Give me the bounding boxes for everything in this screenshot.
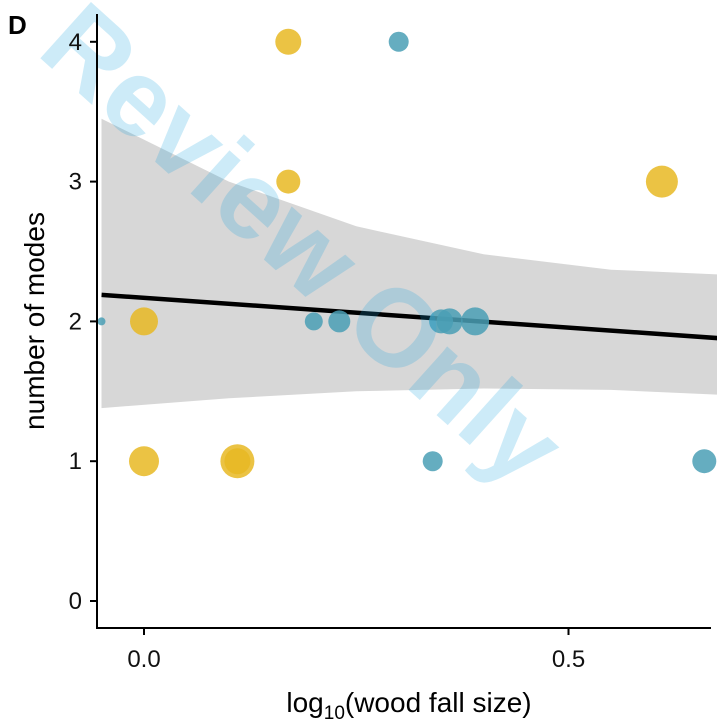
confidence-band-layer [101,118,717,409]
regression-line [101,292,717,341]
data-point [130,307,158,336]
fit-line-layer [101,292,717,341]
data-point [422,451,443,472]
confidence-band [101,118,717,409]
data-point [692,449,717,474]
y-tick-label: 1 [69,448,82,475]
data-point [276,169,301,194]
y-ticks: 0 1 2 3 4 [69,29,97,615]
panel-label: D [8,10,27,40]
y-tick-label: 2 [69,308,82,335]
data-point [461,307,490,336]
x-ticks: 0.00.51.0 [127,628,585,673]
data-points-layer [97,28,717,479]
data-point [436,308,463,335]
data-point [224,448,251,475]
x-tick-label: 0.5 [552,646,585,673]
y-axis-title: number of modes [19,212,50,430]
data-point [97,317,106,326]
data-point [129,446,159,477]
y-tick-label: 0 [69,588,82,615]
x-axis-title-subscript: 10 [324,703,345,724]
y-tick-label: 4 [69,29,82,56]
x-axis-title-main: log [286,687,323,718]
data-point [304,312,323,331]
x-axis-title: log10(wood fall size) [286,687,531,724]
data-point [275,28,302,55]
x-axis-title-rest: (wood fall size) [345,687,532,718]
x-tick-label: 0.0 [127,646,160,673]
data-point [328,310,351,333]
y-tick-label: 3 [69,169,82,196]
data-point [388,31,409,52]
data-point [645,165,678,198]
